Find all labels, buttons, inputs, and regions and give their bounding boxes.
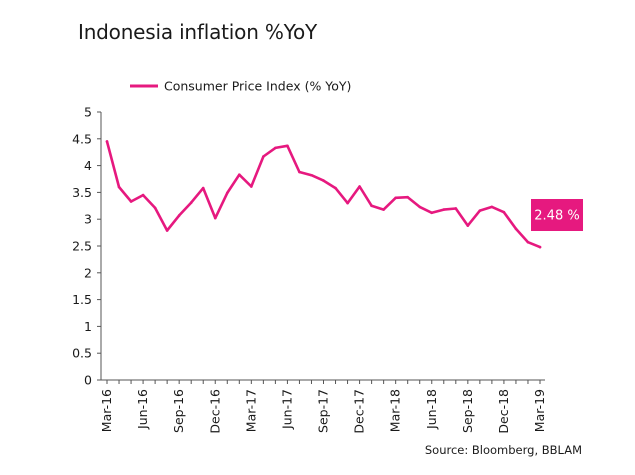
value-callout: 2.48 %	[531, 199, 583, 231]
x-tick-label: Sep-16	[171, 389, 186, 433]
y-tick-label: 2.5	[72, 239, 92, 254]
data-point	[262, 155, 265, 158]
y-tick-label: 1.5	[72, 292, 92, 307]
data-point	[322, 179, 325, 182]
y-tick-label: 3	[84, 212, 92, 227]
data-point	[442, 208, 446, 211]
data-point	[382, 208, 385, 211]
data-point	[201, 186, 205, 190]
data-point	[177, 214, 181, 217]
data-point	[454, 207, 458, 210]
x-tick-label: Dec-17	[352, 389, 367, 434]
data-point	[250, 185, 253, 188]
data-point	[358, 185, 361, 188]
data-point	[310, 173, 313, 177]
data-point	[153, 206, 157, 210]
y-tick-label: 0	[84, 373, 92, 388]
data-point	[189, 201, 193, 204]
data-point	[286, 144, 289, 148]
data-point	[141, 193, 145, 197]
y-tick-label: 0.5	[72, 346, 92, 361]
data-point	[213, 216, 217, 220]
data-point	[430, 211, 434, 215]
legend-label: Consumer Price Index (% YoY)	[164, 79, 351, 94]
source-note: Source: Bloomberg, BBLAM	[425, 443, 582, 457]
data-point	[274, 146, 277, 150]
x-tick-label: Dec-16	[207, 389, 222, 434]
data-point	[346, 201, 349, 205]
data-point	[117, 185, 121, 189]
data-point	[406, 195, 409, 199]
data-point	[165, 229, 169, 232]
data-point	[466, 224, 470, 227]
x-tick-label: Jun-16	[135, 389, 150, 430]
data-point	[418, 205, 422, 209]
x-tick-label: Mar-17	[243, 389, 258, 432]
data-point	[298, 170, 301, 174]
data-point	[129, 200, 133, 203]
data-point	[105, 140, 109, 143]
y-tick-label: 5	[84, 105, 92, 120]
data-point	[502, 210, 506, 214]
y-tick-label: 4.5	[72, 131, 92, 146]
x-tick-label: Mar-16	[99, 389, 114, 432]
y-axis: 0 0.5 1 1.5 2 2.5 3 3.5 4 4.5 5	[72, 105, 102, 388]
x-tick-label: Dec-18	[496, 389, 511, 434]
data-point	[394, 196, 397, 200]
data-point	[334, 186, 337, 190]
x-tick-label: Sep-17	[316, 389, 331, 433]
data-point	[225, 191, 229, 195]
chart-title: Indonesia inflation %YoY	[78, 20, 318, 44]
callout-box	[531, 199, 583, 231]
y-tick-label: 2	[84, 265, 92, 280]
data-point	[370, 204, 373, 208]
x-tick-label: Jun-17	[279, 389, 294, 430]
data-point	[490, 205, 494, 209]
data-point	[526, 240, 530, 244]
series-line	[105, 140, 542, 249]
x-tick-label: Jun-18	[424, 389, 439, 430]
y-tick-label: 3.5	[72, 185, 92, 200]
data-point	[538, 245, 542, 249]
x-tick-label: Mar-19	[532, 389, 547, 432]
x-tick-label: Mar-18	[388, 389, 403, 432]
x-tick-label: Sep-18	[460, 389, 475, 433]
y-tick-label: 4	[84, 158, 92, 173]
data-point	[478, 209, 482, 212]
y-tick-label: 1	[84, 319, 92, 334]
legend: Consumer Price Index (% YoY)	[130, 79, 351, 94]
x-axis: Mar-16 Jun-16 Sep-16 Dec-16 Mar-17 Jun-17 Sep-…	[99, 379, 547, 434]
data-point	[238, 173, 241, 177]
series-layer	[105, 140, 542, 249]
data-point	[514, 227, 518, 231]
callout-label: 2.48 %	[534, 209, 579, 224]
